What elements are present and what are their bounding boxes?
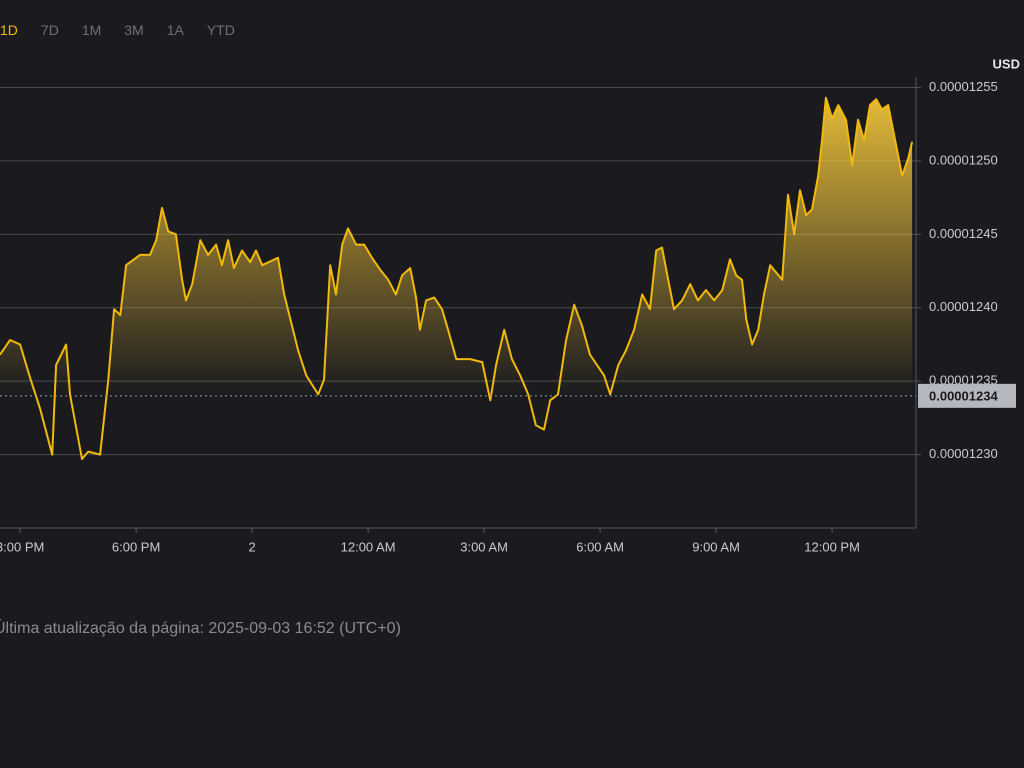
tab[interactable]: 3M xyxy=(124,22,144,38)
tab[interactable]: 1A xyxy=(166,22,184,38)
y-tick-label: 0.00001250 xyxy=(929,152,998,167)
x-tick-label: 12:00 PM xyxy=(804,539,860,554)
y-tick-label: 0.00001230 xyxy=(929,446,998,461)
x-tick-label: 3:00 AM xyxy=(460,539,508,554)
x-tick-label: 6:00 PM xyxy=(112,539,160,554)
y-tick-label: 0.00001245 xyxy=(929,226,998,241)
x-tick-label: 6:00 AM xyxy=(576,539,624,554)
x-tick-label: 3:00 PM xyxy=(0,539,44,554)
current-price-label: 0.00001234 xyxy=(929,388,998,403)
tab[interactable]: 1M xyxy=(81,22,102,38)
chart: USD 0.000012300.000012350.000012400.0000… xyxy=(0,56,1020,554)
current-price-box xyxy=(918,383,1016,408)
x-tick-label: 12:00 AM xyxy=(341,539,396,554)
tab[interactable]: 7D xyxy=(40,22,59,38)
y-tick-label: 0.00001240 xyxy=(929,299,998,314)
plot xyxy=(0,96,914,528)
timeframe-tabs: 1D 7D 1M 3M 1A YTD xyxy=(0,22,258,38)
tab[interactable]: 1D xyxy=(0,22,18,38)
tab[interactable]: YTD xyxy=(206,22,235,38)
x-tick-label: 9:00 AM xyxy=(692,539,740,554)
area xyxy=(0,97,913,528)
x-tick-label: 2 xyxy=(248,539,255,554)
last-update: Última atualização da página: 2025-09-03… xyxy=(0,620,401,637)
y-tick-label: 0.00001255 xyxy=(929,79,998,94)
currency-label: USD xyxy=(993,56,1020,71)
price-line xyxy=(0,96,914,460)
